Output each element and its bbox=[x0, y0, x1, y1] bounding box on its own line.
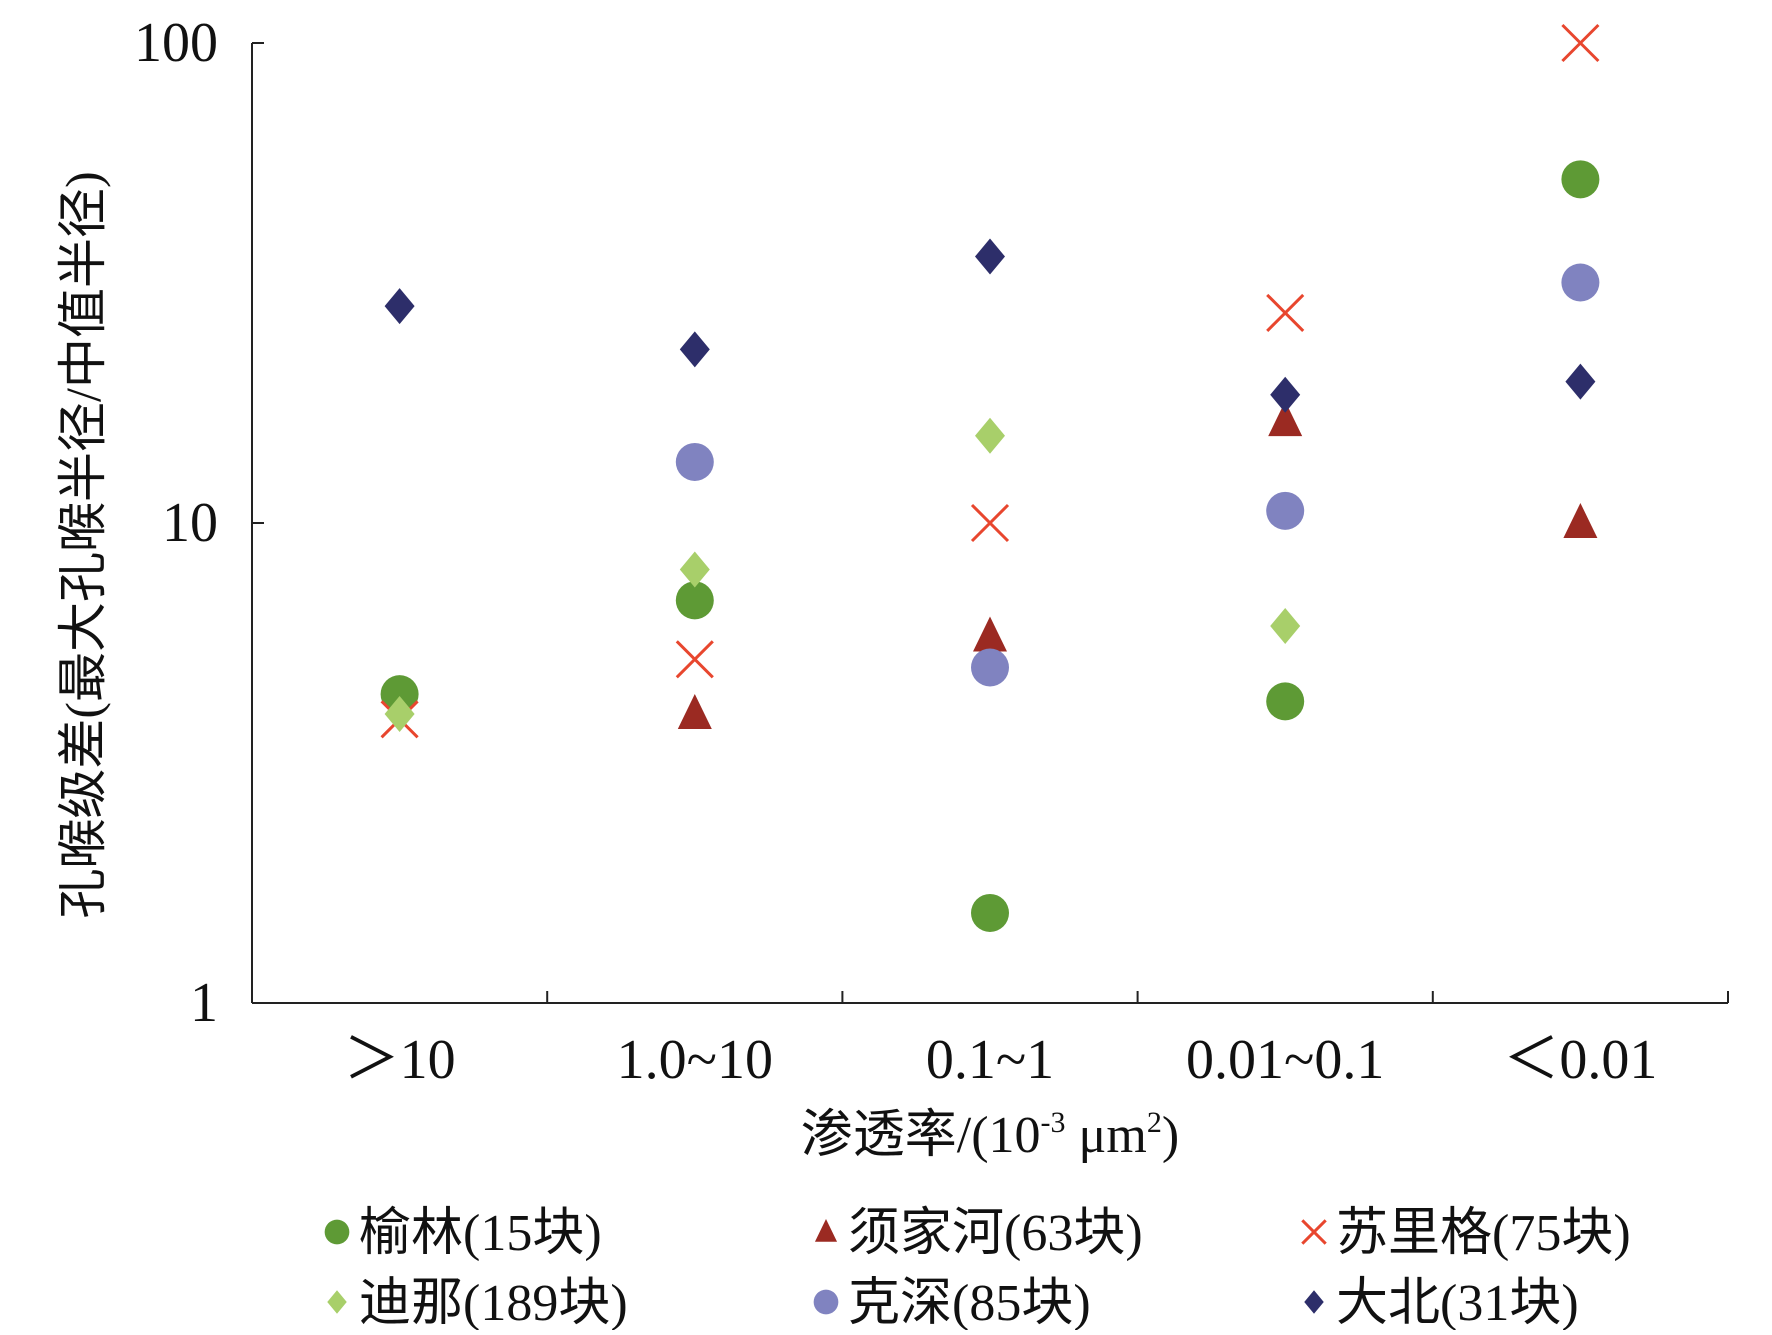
data-point bbox=[1565, 363, 1596, 400]
data-point bbox=[971, 893, 1009, 932]
legend-marker-triangle-icon bbox=[814, 1219, 838, 1242]
x-axis-label: 渗透率/(10-3 μm2) bbox=[801, 1106, 1179, 1164]
data-point bbox=[1561, 263, 1600, 302]
legend-label: 榆林(15块) bbox=[359, 1205, 602, 1262]
x-tick-label: 0.01~0.1 bbox=[1186, 1029, 1384, 1091]
x-tick-label: 0.1~1 bbox=[926, 1029, 1054, 1091]
y-axis-label: 孔喉级差(最大孔喉半径/中值半径) bbox=[55, 171, 111, 918]
data-point bbox=[1266, 491, 1305, 530]
legend-item: 克深(85块) bbox=[813, 1275, 1091, 1332]
data-point bbox=[1268, 401, 1303, 437]
y-tick-label: 1 bbox=[190, 972, 218, 1034]
legend-item: 迪那(189块) bbox=[327, 1275, 628, 1332]
data-point bbox=[679, 331, 710, 368]
legend-marker-circle-icon bbox=[324, 1219, 350, 1245]
legend-label: 苏里格(75块) bbox=[1336, 1205, 1631, 1262]
legend-label: 须家河(63块) bbox=[848, 1205, 1143, 1262]
x-tick-label: 1.0~10 bbox=[617, 1029, 773, 1091]
x-axis-label-unit: μm bbox=[1066, 1107, 1147, 1164]
data-point bbox=[975, 417, 1005, 454]
data-point bbox=[384, 288, 415, 325]
x-axis-label-sup1: -3 bbox=[1041, 1106, 1066, 1139]
data-point bbox=[970, 503, 1010, 543]
data-point bbox=[1561, 23, 1600, 63]
y-tick-label: 10 bbox=[162, 492, 218, 554]
data-point bbox=[973, 616, 1007, 652]
data-point bbox=[1270, 608, 1301, 645]
legend-marker-diamond-icon bbox=[1304, 1290, 1324, 1314]
tick-labels: 1 10 100 ＞10 1.0~10 0.1~1 0.01~0.1 ＜0.01 bbox=[134, 12, 1657, 1091]
legend-label: 克深(85块) bbox=[848, 1275, 1091, 1330]
y-tick-label: 100 bbox=[134, 12, 218, 74]
x-tick-label: ＜0.01 bbox=[1503, 1029, 1657, 1091]
data-point bbox=[1563, 503, 1598, 538]
axes bbox=[251, 42, 1729, 1004]
legend: 榆林(15块) 须家河(63块) 苏里格(75块) 迪那(189块) 克深(85块) 大北… bbox=[324, 1205, 1631, 1332]
legend-label: 迪那(189块) bbox=[359, 1275, 628, 1330]
data-point bbox=[1266, 293, 1305, 332]
legend-marker-diamond-icon bbox=[327, 1290, 347, 1314]
data-point bbox=[1270, 376, 1301, 413]
data-point bbox=[675, 581, 714, 620]
legend-marker-circle-icon bbox=[813, 1289, 839, 1315]
legend-label: 大北(31块) bbox=[1336, 1275, 1579, 1330]
legend-marker-x-icon bbox=[1301, 1219, 1327, 1245]
data-point bbox=[380, 675, 419, 714]
data-point bbox=[675, 442, 714, 481]
data-point bbox=[971, 648, 1009, 687]
legend-item: 苏里格(75块) bbox=[1301, 1205, 1631, 1262]
x-tick-label: ＞10 bbox=[344, 1029, 456, 1091]
data-points bbox=[380, 23, 1600, 932]
data-point bbox=[384, 696, 415, 733]
legend-item: 须家河(63块) bbox=[814, 1205, 1143, 1262]
x-axis-label-sup2: 2 bbox=[1147, 1106, 1162, 1139]
data-point bbox=[1266, 682, 1305, 721]
legend-item: 大北(31块) bbox=[1304, 1275, 1579, 1332]
legend-item: 榆林(15块) bbox=[324, 1205, 602, 1262]
data-point bbox=[677, 694, 712, 730]
x-axis-label-close: ) bbox=[1162, 1107, 1179, 1164]
x-axis-label-main: 渗透率/(10 bbox=[801, 1107, 1041, 1164]
data-point bbox=[675, 640, 714, 679]
data-point bbox=[975, 238, 1005, 275]
data-point bbox=[679, 551, 710, 588]
data-point bbox=[1561, 160, 1600, 199]
